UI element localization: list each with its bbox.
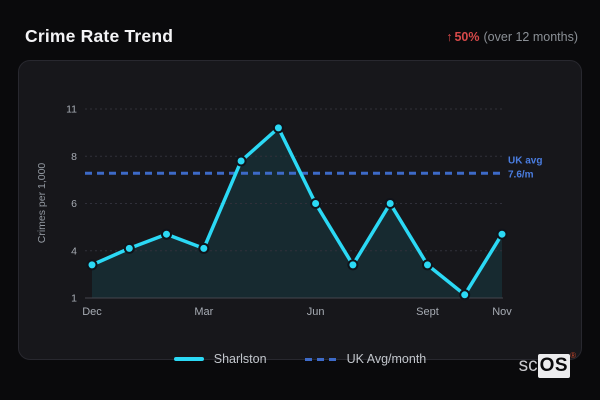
trend-period: (over 12 months)	[483, 30, 578, 44]
reference-dash-swatch	[304, 357, 337, 361]
logo-prefix: sc	[518, 355, 538, 376]
y-tick-label: 6	[71, 198, 77, 210]
y-tick-label: 4	[71, 245, 77, 257]
data-point[interactable]	[198, 242, 210, 254]
scos-logo: sc OS ®	[518, 351, 576, 378]
data-point[interactable]	[310, 198, 322, 209]
legend-label-uk-avg: UK Avg/month	[346, 352, 427, 366]
y-tick-label: 8	[71, 151, 77, 163]
x-tick-label: Nov	[492, 306, 512, 318]
y-tick-label: 11	[66, 104, 77, 116]
uk-avg-label: UK avg	[508, 155, 542, 166]
logo-suffix: OS	[537, 354, 571, 378]
y-tick-label: 1	[71, 293, 77, 305]
trend-value: 50%	[454, 30, 480, 44]
data-point[interactable]	[272, 122, 284, 134]
x-tick-label: Dec	[82, 306, 102, 318]
data-point[interactable]	[161, 228, 172, 240]
chart-legend: Sharlston UK Avg/month	[0, 352, 600, 366]
line-chart: 1 4 6 8 11 Dec Mar Jun Sept Nov Crimes per 1,000 UK…	[36, 104, 542, 319]
data-point[interactable]	[422, 259, 433, 271]
legend-label-sharlston: Sharlston	[213, 352, 267, 366]
trend-up-arrow-icon: ↑	[446, 30, 453, 44]
data-point[interactable]	[123, 242, 135, 254]
x-tick-label: Jun	[307, 306, 325, 318]
x-tick-label: Sept	[416, 306, 439, 318]
area-fill	[92, 127, 502, 299]
registered-trademark-icon: ®	[570, 351, 576, 360]
page-title: Crime Rate Trend	[25, 26, 174, 46]
data-point[interactable]	[459, 289, 471, 301]
legend-item-sharlston[interactable]: Sharlston	[173, 352, 267, 366]
data-point[interactable]	[384, 198, 396, 209]
data-point[interactable]	[86, 259, 98, 271]
y-axis-title: Crimes per 1,000	[36, 163, 48, 244]
data-point[interactable]	[347, 259, 359, 271]
uk-avg-value: 7.6/m	[508, 169, 534, 180]
series-line-swatch	[173, 356, 204, 362]
data-point[interactable]	[496, 228, 508, 240]
series-line	[90, 126, 504, 297]
data-point[interactable]	[235, 155, 247, 167]
x-tick-label: Mar	[194, 306, 213, 318]
trend-stat: ↑ 50% (over 12 months)	[446, 30, 578, 44]
legend-item-uk-avg[interactable]: UK Avg/month	[304, 352, 427, 366]
chart-panel: 1 4 6 8 11 Dec Mar Jun Sept Nov Crimes per 1,000 UK…	[18, 60, 582, 360]
